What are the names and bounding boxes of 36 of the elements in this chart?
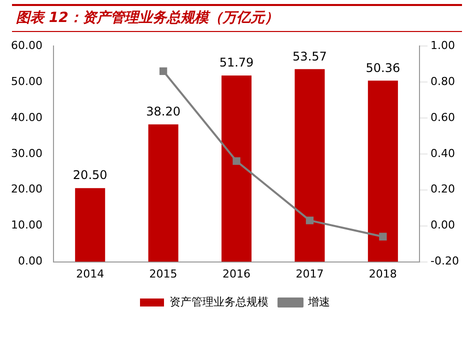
legend-label: 资产管理业务总规模 [170,295,268,308]
bar [368,80,398,262]
x-tick-label: 2018 [368,267,397,280]
chart-title: 图表 12：资产管理业务总规模（万亿元） [12,4,462,32]
x-tick-label: 2017 [296,267,324,280]
data-label: 51.79 [219,56,254,70]
y-tick-label: 10.00 [10,218,42,232]
y-tick-label: 50.00 [10,74,42,88]
bar [222,76,252,262]
y-tick-label: 60.00 [10,38,42,52]
y2-tick-label: 1.00 [430,38,456,52]
data-label: 50.36 [366,60,400,75]
y2-tick-label: 0.40 [430,146,456,160]
data-label: 20.50 [72,168,108,182]
point [159,67,168,76]
y2-tick-label: 0.60 [430,110,456,124]
point [379,232,387,240]
data-label: 38.20 [146,104,180,119]
y2-tick-label: 0.20 [430,182,456,196]
y-tick-label: 40.00 [10,110,42,124]
bar [148,124,178,262]
legend-label: 增速 [307,295,330,308]
x-tick-label: 2016 [222,267,251,280]
bar [294,69,325,262]
point [232,157,240,165]
point [306,216,314,224]
x-tick-label: 2015 [149,267,178,280]
data-label: 53.57 [292,49,327,64]
x-tick-label: 2014 [76,267,104,280]
y-tick-label: 0.00 [18,254,42,268]
y2-tick-label: 0.00 [430,218,456,232]
bar [75,188,106,262]
y2-tick-label: 0.80 [430,74,456,88]
y2-tick-label: -0.20 [430,254,460,268]
y-tick-label: 30.00 [10,146,42,160]
y-tick-label: 20.00 [10,182,42,196]
